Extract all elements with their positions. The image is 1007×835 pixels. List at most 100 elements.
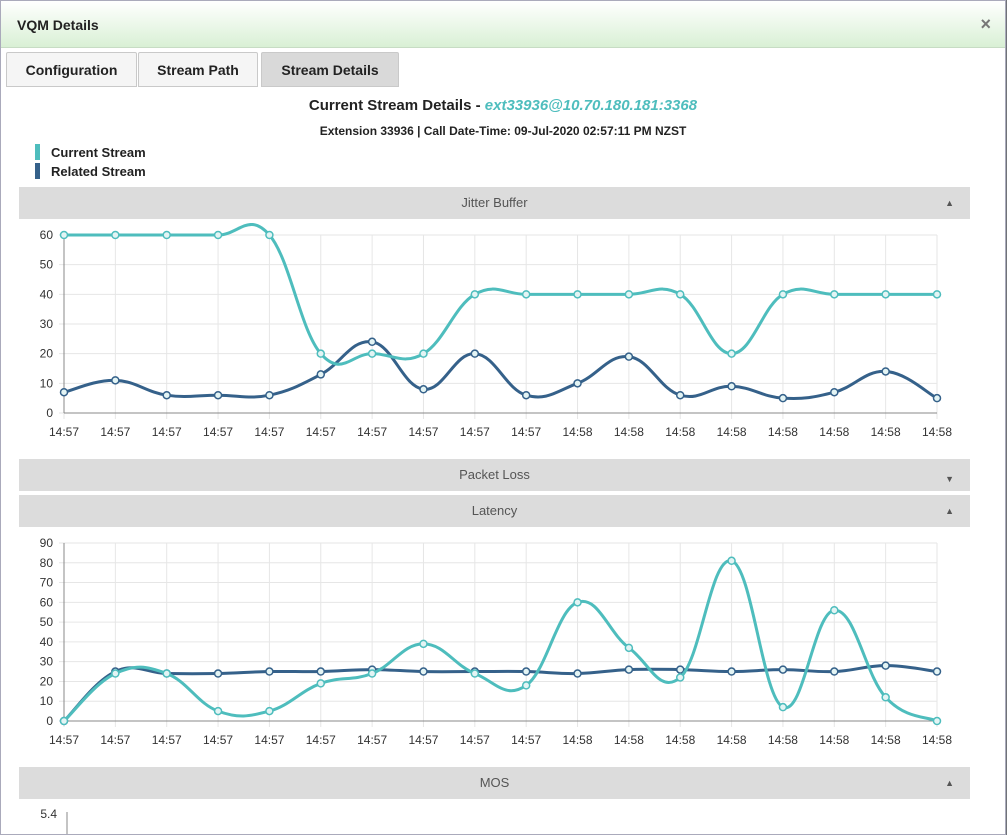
latency-point-current-stream [111,669,120,678]
latency-x-tick-label: 14:57 [100,733,130,747]
jitter-x-tick-label: 14:57 [408,425,438,439]
jitter-x-tick-label: 14:58 [665,425,695,439]
jitter-point-current-stream [675,290,685,299]
legend-current-stream: Current Stream [35,144,146,163]
tab-stream-details[interactable]: Stream Details [261,52,399,87]
latency-chart: 0 10 20 30 40 50 60 70 80 90 14:57 14:57 14:57 14:57 1… [40,536,953,747]
jitter-x-tick-label: 14:57 [49,425,79,439]
panel-header-mos[interactable]: MOS ▲ [19,767,970,799]
latency-point-current-stream [675,673,685,682]
jitter-x-tick-label: 14:57 [511,425,541,439]
latency-y-tick-label: 30 [40,655,54,669]
latency-x-tick-label: 14:58 [922,733,952,747]
latency-x-tick-label: 14:57 [511,733,541,747]
jitter-x-tick-label: 14:57 [460,425,490,439]
jitter-point-related-stream [573,379,582,388]
panel-header-jitter-buffer[interactable]: Jitter Buffer ▲ [19,187,970,219]
jitter-x-tick-label: 14:58 [563,425,593,439]
collapse-caret-icon[interactable]: ▲ [945,198,954,208]
expand-caret-icon[interactable]: ▼ [945,474,954,484]
latency-x-tick-label: 14:58 [871,733,901,747]
jitter-y-tick-label: 50 [40,258,54,272]
latency-x-tick-label: 14:57 [152,733,182,747]
jitter-point-current-stream [59,230,69,240]
latency-x-tick-label: 14:58 [665,733,695,747]
jitter-point-related-stream [932,393,942,403]
latency-x-tick-label: 14:58 [819,733,849,747]
latency-x-tick-label: 14:57 [357,733,387,747]
stream-id: ext33936@10.70.180.181:3368 [484,97,698,114]
latency-y-tick-label: 0 [46,714,53,728]
latency-point-current-stream [573,598,582,607]
latency-x-tick-label: 14:57 [306,733,336,747]
collapse-caret-icon[interactable]: ▲ [945,506,954,516]
jitter-x-tick-label: 14:58 [768,425,798,439]
jitter-y-tick-label: 0 [46,406,53,420]
jitter-point-current-stream [727,349,736,358]
jitter-point-current-stream [778,290,788,299]
jitter-x-tick-label: 14:57 [306,425,336,439]
panel-header-latency[interactable]: Latency ▲ [19,495,970,527]
jitter-x-tick-label: 14:58 [717,425,747,439]
latency-point-related-stream [881,661,890,670]
heading-prefix: Current Stream Details - [308,97,485,114]
latency-y-tick-label: 90 [40,536,54,550]
latency-point-current-stream [881,693,890,702]
jitter-point-current-stream [830,290,839,299]
latency-x-tick-label: 14:57 [460,733,490,747]
latency-point-current-stream [59,716,69,726]
jitter-point-current-stream [316,349,326,358]
latency-point-current-stream [521,681,531,690]
jitter-point-current-stream [111,230,120,240]
latency-point-current-stream [727,556,736,566]
mos-y-tick-label: 5.4 [40,807,57,821]
mos-chart: 5.4 [40,807,68,834]
call-info: Extension 33936 | Call Date-Time: 09-Jul… [319,124,687,138]
latency-y-tick-label: 20 [40,674,54,688]
latency-y-tick-label: 50 [40,615,54,629]
jitter-point-related-stream [316,370,326,379]
legend-related-stream: Related Stream [35,163,146,182]
legend-label-related: Related Stream [51,164,146,179]
latency-point-related-stream [624,665,634,674]
jitter-point-current-stream [265,230,274,240]
jitter-x-tick-label: 14:58 [614,425,644,439]
panel-header-packet-loss[interactable]: Packet Loss ▼ [19,459,970,491]
latency-point-related-stream [675,665,685,674]
jitter-point-current-stream [521,290,531,299]
collapse-caret-icon[interactable]: ▲ [945,778,954,788]
latency-point-related-stream [521,667,531,676]
panel-title-jitter-buffer: Jitter Buffer [461,195,528,210]
jitter-point-related-stream [367,337,377,347]
latency-point-current-stream [778,702,788,712]
latency-point-current-stream [932,716,942,726]
latency-x-tick-label: 14:58 [768,733,798,747]
legend-swatch-current [35,144,40,160]
jitter-point-related-stream [111,376,120,385]
latency-y-tick-label: 80 [40,556,54,570]
jitter-point-current-stream [573,290,582,299]
latency-point-related-stream [265,667,274,676]
latency-point-current-stream [624,643,634,653]
latency-point-current-stream [162,669,171,678]
dialog-titlebar[interactable]: VQM Details × [1,1,1005,48]
jitter-point-current-stream [419,349,428,358]
jitter-x-tick-label: 14:57 [203,425,233,439]
tab-configuration[interactable]: Configuration [6,52,137,87]
close-icon[interactable]: × [980,14,991,34]
tab-stream-path[interactable]: Stream Path [138,52,258,87]
latency-line-current-stream [62,559,938,723]
latency-y-tick-label: 60 [40,595,54,609]
jitter-y-tick-label: 60 [40,228,54,242]
latency-point-related-stream [573,669,582,678]
dialog-title: VQM Details [17,17,99,33]
jitter-x-tick-label: 14:57 [100,425,130,439]
jitter-x-tick-label: 14:57 [254,425,284,439]
latency-y-tick-label: 70 [40,576,54,590]
jitter-point-current-stream [213,230,223,240]
jitter-y-tick-label: 10 [40,376,54,390]
panel-title-packet-loss: Packet Loss [459,467,530,482]
latency-point-related-stream [727,667,736,676]
latency-point-related-stream [830,667,839,676]
latency-x-tick-label: 14:58 [614,733,644,747]
